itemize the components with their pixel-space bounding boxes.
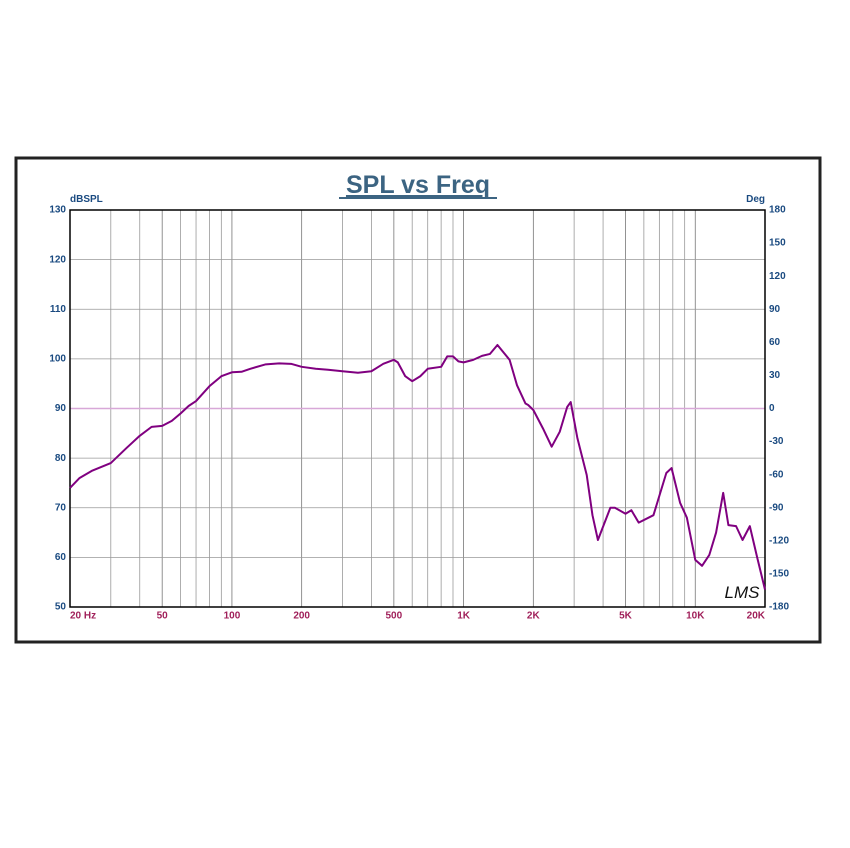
y-axis-label: dBSPL — [70, 194, 103, 205]
chart-title: SPL vs Freq — [346, 171, 490, 199]
y-tick-label: 130 — [49, 205, 66, 216]
y-tick-label: 100 — [49, 354, 66, 365]
y-tick-label: 80 — [55, 453, 67, 464]
annotation: LMS — [725, 583, 761, 602]
x-tick-label: 500 — [386, 611, 403, 622]
y2-tick-label: 30 — [769, 370, 781, 381]
frame — [14, 156, 822, 644]
series-line — [69, 343, 766, 590]
y2-axis-label: Deg — [746, 194, 765, 205]
y-tick-label: 120 — [49, 254, 66, 265]
y2-tick-label: -60 — [769, 469, 784, 480]
y-tick-label: 90 — [55, 403, 67, 414]
x-tick-label: 20K — [747, 611, 766, 622]
y2-tick-label: 150 — [769, 238, 786, 249]
y-tick-label: 50 — [55, 602, 67, 613]
x-tick-label: 100 — [224, 611, 241, 622]
x-tick-label: 2K — [527, 611, 541, 622]
y2-tick-label: 90 — [769, 304, 781, 315]
x-tick-label: 1K — [457, 611, 471, 622]
y-tick-label: 110 — [50, 304, 67, 315]
x-tick-label: 20 Hz — [70, 611, 96, 622]
y2-tick-label: -30 — [769, 436, 784, 447]
y2-tick-label: 0 — [769, 403, 775, 414]
y2-tick-label: 60 — [769, 337, 781, 348]
y2-tick-label: -120 — [769, 535, 789, 546]
x-tick-label: 200 — [293, 611, 310, 622]
plot-border — [69, 209, 766, 608]
y2-tick-label: 120 — [769, 271, 786, 282]
y2-tick-label: -150 — [769, 569, 789, 580]
x-tick-label: 50 — [157, 611, 169, 622]
y-tick-label: 60 — [55, 552, 67, 563]
y2-tick-label: -180 — [769, 602, 789, 613]
x-tick-label: 5K — [619, 611, 633, 622]
x-tick-label: 10K — [686, 611, 705, 622]
y-tick-label: 70 — [55, 502, 67, 513]
y2-tick-label: -90 — [769, 502, 784, 513]
y2-tick-label: 180 — [769, 205, 786, 216]
